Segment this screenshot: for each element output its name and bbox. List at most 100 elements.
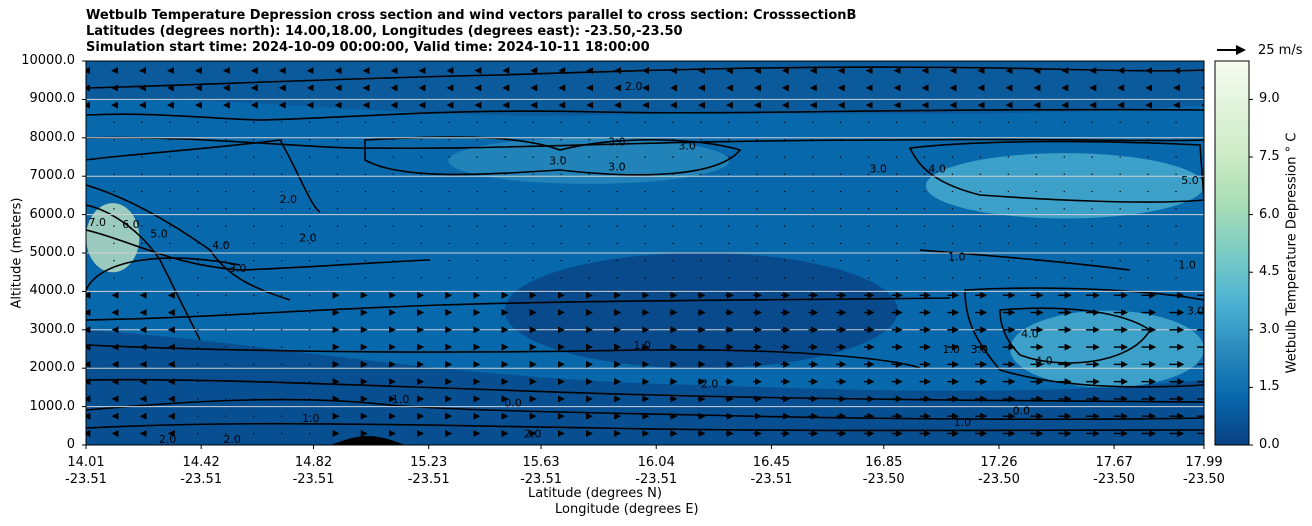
x-tick-label: 14.42 -23.51 — [180, 455, 223, 487]
wind-vector — [923, 225, 926, 227]
wind-vector — [728, 173, 730, 175]
contour-label: 3.0 — [608, 160, 626, 173]
wind-vector — [979, 242, 982, 245]
wind-vector — [1091, 208, 1093, 210]
wind-vector — [253, 139, 255, 141]
contour-label: 2.0 — [524, 427, 542, 440]
wind-vector — [812, 173, 814, 175]
wind-vector — [839, 225, 842, 227]
wind-vector — [672, 139, 674, 141]
wind-vector — [1007, 139, 1010, 141]
wind-vector — [923, 156, 926, 158]
wind-vector — [588, 190, 590, 193]
wind-vector — [504, 225, 506, 227]
wind-vector — [1035, 156, 1038, 158]
wind-vector — [308, 139, 311, 141]
y-tick-label: 9000.0 — [29, 91, 76, 107]
x-axis-label: Latitude (degrees N) — [528, 486, 662, 501]
wind-vector — [867, 121, 870, 124]
wind-vector — [448, 225, 451, 227]
wind-vector — [1147, 173, 1149, 175]
wind-vector — [532, 139, 534, 141]
wind-vector — [839, 208, 842, 210]
wind-vector — [169, 277, 171, 279]
wind-vector — [951, 277, 954, 279]
colorbar-tick-label: 3.0 — [1259, 321, 1280, 337]
y-tick-label: 0 — [66, 437, 75, 452]
wind-vector — [253, 173, 255, 175]
wind-vector — [1147, 242, 1149, 245]
wind-vector — [532, 259, 534, 262]
wind-vector — [951, 190, 954, 193]
wind-vector — [364, 208, 367, 210]
contour-label: 5.0 — [1181, 174, 1199, 187]
wind-vector — [895, 277, 898, 279]
wind-vector — [616, 121, 618, 124]
wind-vector — [895, 156, 898, 158]
wind-vector — [532, 173, 534, 175]
wind-vector — [700, 242, 702, 245]
x-tick-label: 14.82 -23.51 — [292, 455, 335, 487]
wind-vector — [1091, 156, 1093, 158]
wind-vector — [1091, 173, 1093, 175]
wind-vector — [225, 346, 227, 348]
wind-vector — [225, 208, 227, 210]
wind-vector — [588, 225, 590, 227]
wind-vector — [280, 363, 283, 366]
wind-vector — [308, 208, 311, 210]
wind-vector — [308, 190, 311, 193]
wind-vector — [197, 432, 199, 435]
wind-vector — [728, 277, 730, 279]
contour-label: 4.0 — [1035, 354, 1053, 367]
wind-vector — [476, 156, 478, 158]
wind-vector — [197, 259, 199, 262]
wind-vector — [1147, 139, 1149, 141]
contour-label: 2.0 — [159, 433, 177, 446]
wind-vector — [1175, 156, 1177, 158]
wind-vector — [979, 173, 982, 175]
wind-vector — [197, 346, 199, 348]
wind-vector — [700, 121, 702, 124]
contour-label: 4.0 — [928, 162, 946, 175]
wind-vector — [1007, 156, 1010, 158]
wind-vector — [560, 190, 562, 193]
wind-vector — [644, 259, 646, 262]
wind-vector — [253, 311, 255, 314]
wind-vector — [588, 139, 590, 141]
contour-label: 7.0 — [88, 216, 106, 229]
field-region-1 — [925, 153, 1204, 219]
wind-vector — [867, 277, 870, 279]
wind-vector — [308, 259, 311, 262]
chart-title-line-2: Latitudes (degrees north): 14.00,18.00, … — [86, 24, 683, 39]
wind-vector — [225, 259, 227, 262]
wind-vector — [616, 190, 618, 193]
wind-vector — [588, 277, 590, 279]
wind-vector — [476, 242, 478, 245]
wind-vector — [644, 208, 646, 210]
wind-vector — [560, 225, 562, 227]
wind-vector — [895, 121, 898, 124]
wind-vector — [1035, 173, 1038, 175]
wind-vector — [979, 139, 982, 141]
contour-label: 0.0 — [1013, 404, 1031, 417]
wind-vector — [448, 277, 451, 279]
wind-vector — [560, 139, 562, 141]
wind-vector — [308, 329, 311, 331]
wind-vector — [784, 190, 786, 193]
contour-label: 5.0 — [150, 228, 168, 241]
wind-vector — [1119, 121, 1121, 124]
wind-vector — [784, 259, 786, 262]
wind-vector — [504, 242, 506, 245]
wind-vector — [979, 259, 982, 262]
wind-vector — [253, 121, 255, 124]
wind-vector — [756, 225, 758, 227]
wind-vector — [504, 173, 506, 175]
wind-vector — [1007, 277, 1010, 279]
wind-vector — [113, 190, 115, 193]
wind-vector — [1035, 139, 1038, 141]
wind-vector — [169, 259, 171, 262]
wind-vector — [504, 208, 506, 210]
wind-vector — [1147, 121, 1149, 124]
wind-vector — [532, 277, 534, 279]
field-region-3 — [1010, 310, 1204, 388]
